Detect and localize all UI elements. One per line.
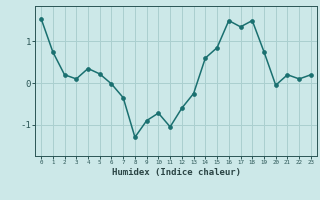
X-axis label: Humidex (Indice chaleur): Humidex (Indice chaleur) — [111, 168, 241, 177]
